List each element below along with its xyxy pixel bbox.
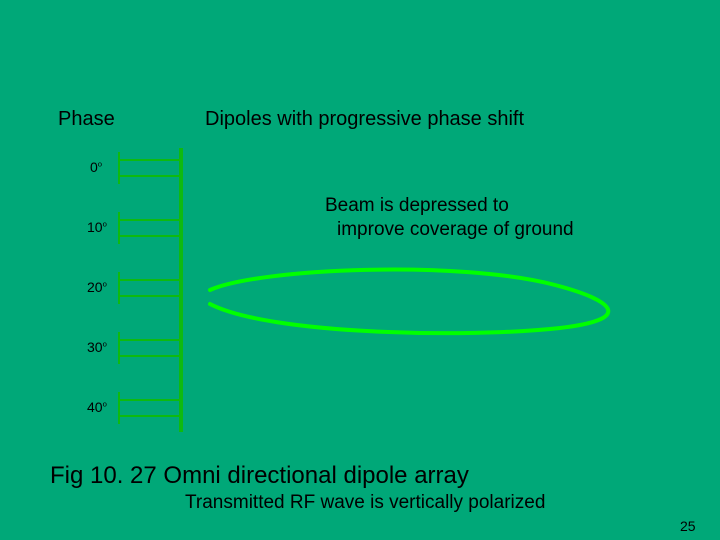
page-number: 25 bbox=[680, 518, 696, 534]
title-header: Dipoles with progressive phase shift bbox=[205, 108, 524, 131]
phase-header: Phase bbox=[58, 108, 115, 131]
diagram-stage: 0o 10o 20o 30o 40o Phase Dipoles with progress… bbox=[0, 0, 720, 540]
figure-caption: Fig 10. 27 Omni directional dipole array bbox=[50, 462, 469, 490]
diagram-svg bbox=[0, 0, 720, 540]
phase-label-0: 0o bbox=[90, 159, 102, 175]
phase-label-2: 20o bbox=[87, 279, 107, 295]
beam-note-line-1: Beam is depressed to bbox=[325, 195, 509, 217]
phase-label-1: 10o bbox=[87, 219, 107, 235]
beam-note-line-2: improve coverage of ground bbox=[337, 219, 574, 241]
phase-label-3: 30o bbox=[87, 339, 107, 355]
figure-subcaption: Transmitted RF wave is vertically polari… bbox=[185, 492, 545, 514]
radiation-lobe bbox=[210, 270, 608, 334]
phase-label-4: 40o bbox=[87, 399, 107, 415]
